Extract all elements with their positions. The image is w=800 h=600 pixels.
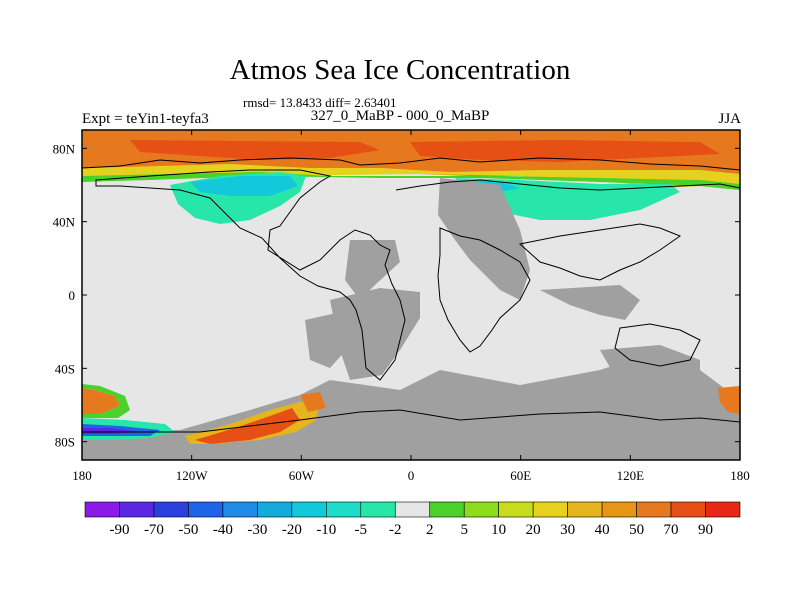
colorbar-swatch: [705, 501, 741, 518]
x-tick-label: 120W: [176, 468, 209, 483]
colorbar-swatch: [257, 501, 293, 518]
colorbar-swatch: [326, 501, 362, 518]
north-pacific-decrease-core: [190, 176, 298, 196]
x-tick-label: 120E: [617, 468, 645, 483]
colorbar-swatch: [498, 501, 534, 518]
colorbar-swatch: [153, 501, 189, 518]
y-tick-label: 0: [69, 288, 76, 303]
southwest-pacific-increase: [82, 388, 120, 414]
colorbar-swatch: [291, 501, 327, 518]
colorbar-label: -50: [178, 522, 198, 538]
colorbar-swatch: [601, 501, 637, 518]
colorbar-swatch: [429, 501, 465, 518]
chart-title: Atmos Sea Ice Concentration: [229, 54, 571, 86]
colorbar-swatch: [463, 501, 499, 518]
field-layer: [82, 130, 740, 460]
colorbar-label: -5: [355, 522, 368, 538]
colorbar-label: -70: [144, 522, 164, 538]
arctic-ice-green: [82, 172, 740, 190]
y-tick-label: 80N: [53, 141, 76, 156]
season-label: JJA: [718, 111, 741, 127]
x-tick-label: 180: [730, 468, 750, 483]
colorbar-swatch: [636, 501, 672, 518]
colorbar-label: 20: [526, 522, 541, 538]
colorbar-label: 40: [595, 522, 610, 538]
colorbar-swatch: [532, 501, 568, 518]
chart-subtitle: 327_0_MaBP - 000_0_MaBP: [310, 108, 490, 124]
coastlines: [82, 157, 740, 433]
y-tick-label: 80S: [55, 435, 75, 450]
y-tick-label: 40S: [55, 361, 75, 376]
y-tick-label: 40N: [53, 215, 76, 230]
colorbar-swatch: [394, 501, 431, 518]
colorbar-label: 2: [426, 522, 434, 538]
colorbar-swatch: [84, 501, 120, 518]
colorbar-label: -40: [213, 522, 233, 538]
experiment-label: Expt = teYin1-teyfa3: [82, 111, 209, 127]
colorbar: -90 -70 -50 -40 -30 -20 -10 -5 -2 2 5 10 20 30 40 50 70 9…: [84, 501, 741, 538]
colorbar-label: -90: [109, 522, 129, 538]
colorbar-label: 50: [629, 522, 644, 538]
colorbar-swatch: [222, 501, 258, 518]
colorbar-swatch: [567, 501, 603, 518]
colorbar-label: 70: [664, 522, 679, 538]
x-axis: 180 120W 60W 0 60E 120E 180: [72, 130, 750, 483]
stats-label: rmsd= 13.8433 diff= 2.63401: [243, 95, 397, 110]
colorbar-swatch: [119, 501, 155, 518]
colorbar-label: -2: [389, 522, 402, 538]
colorbar-swatch: [188, 501, 224, 518]
arctic-ice-core: [130, 140, 380, 160]
colorbar-swatch: [670, 501, 706, 518]
x-tick-label: 180: [72, 468, 92, 483]
colorbar-label: 5: [460, 522, 468, 538]
colorbar-label: 90: [698, 522, 713, 538]
arctic-ice-core-east: [410, 140, 720, 162]
colorbar-label: -30: [247, 522, 267, 538]
colorbar-label: -10: [316, 522, 336, 538]
colorbar-label: 10: [491, 522, 506, 538]
colorbar-label: 30: [560, 522, 575, 538]
south-indian-increase: [718, 386, 740, 414]
x-tick-label: 60W: [289, 468, 315, 483]
colorbar-swatch: [360, 501, 396, 518]
colorbar-label: -20: [282, 522, 302, 538]
y-axis: 80N 40N 0 40S 80S: [53, 141, 740, 450]
x-tick-label: 0: [408, 468, 415, 483]
southeast-pacific-increase: [300, 392, 326, 412]
x-tick-label: 60E: [510, 468, 531, 483]
southwest-pacific-edge: [82, 384, 130, 418]
